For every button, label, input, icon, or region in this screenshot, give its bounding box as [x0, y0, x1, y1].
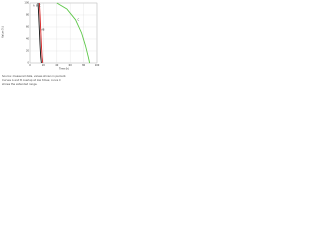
line-series	[37, 2, 42, 64]
x-tick-label: 80	[82, 64, 86, 67]
annotation: A	[33, 5, 35, 8]
x-tick-label: 100	[95, 64, 100, 67]
line-series	[38, 2, 44, 64]
y-tick-label: 20	[26, 50, 30, 53]
annotation: C	[39, 5, 41, 8]
y-tick-label: 40	[26, 38, 30, 41]
annotation: B	[36, 5, 38, 8]
y-tick-label: 0	[27, 62, 29, 65]
y-axis-label: Value (%)	[2, 26, 5, 38]
y-tick-label: 100	[24, 2, 29, 5]
x-tick-label: 0	[29, 64, 31, 67]
footnote: shows the extended range.	[2, 82, 38, 86]
series-label: C	[78, 18, 80, 21]
x-tick-label: 60	[69, 64, 73, 67]
series-label: A	[41, 29, 43, 32]
series-label: B	[43, 29, 45, 32]
footnote: Curves A and B overlap at low times; cur…	[2, 78, 61, 82]
line-series	[56, 2, 91, 64]
x-tick-label: 40	[55, 64, 59, 67]
y-tick-label: 60	[26, 26, 30, 29]
y-tick-label: 80	[26, 14, 30, 17]
footnote: Source: measured data, values shown in p…	[2, 74, 66, 78]
x-tick-label: 20	[42, 64, 46, 67]
x-axis-label: Time (h)	[59, 68, 69, 71]
page: {"chart_data": {"type": "line", "x_label…	[0, 0, 100, 91]
chart: Value (%) Time (h) Source: measured data…	[2, 2, 100, 87]
